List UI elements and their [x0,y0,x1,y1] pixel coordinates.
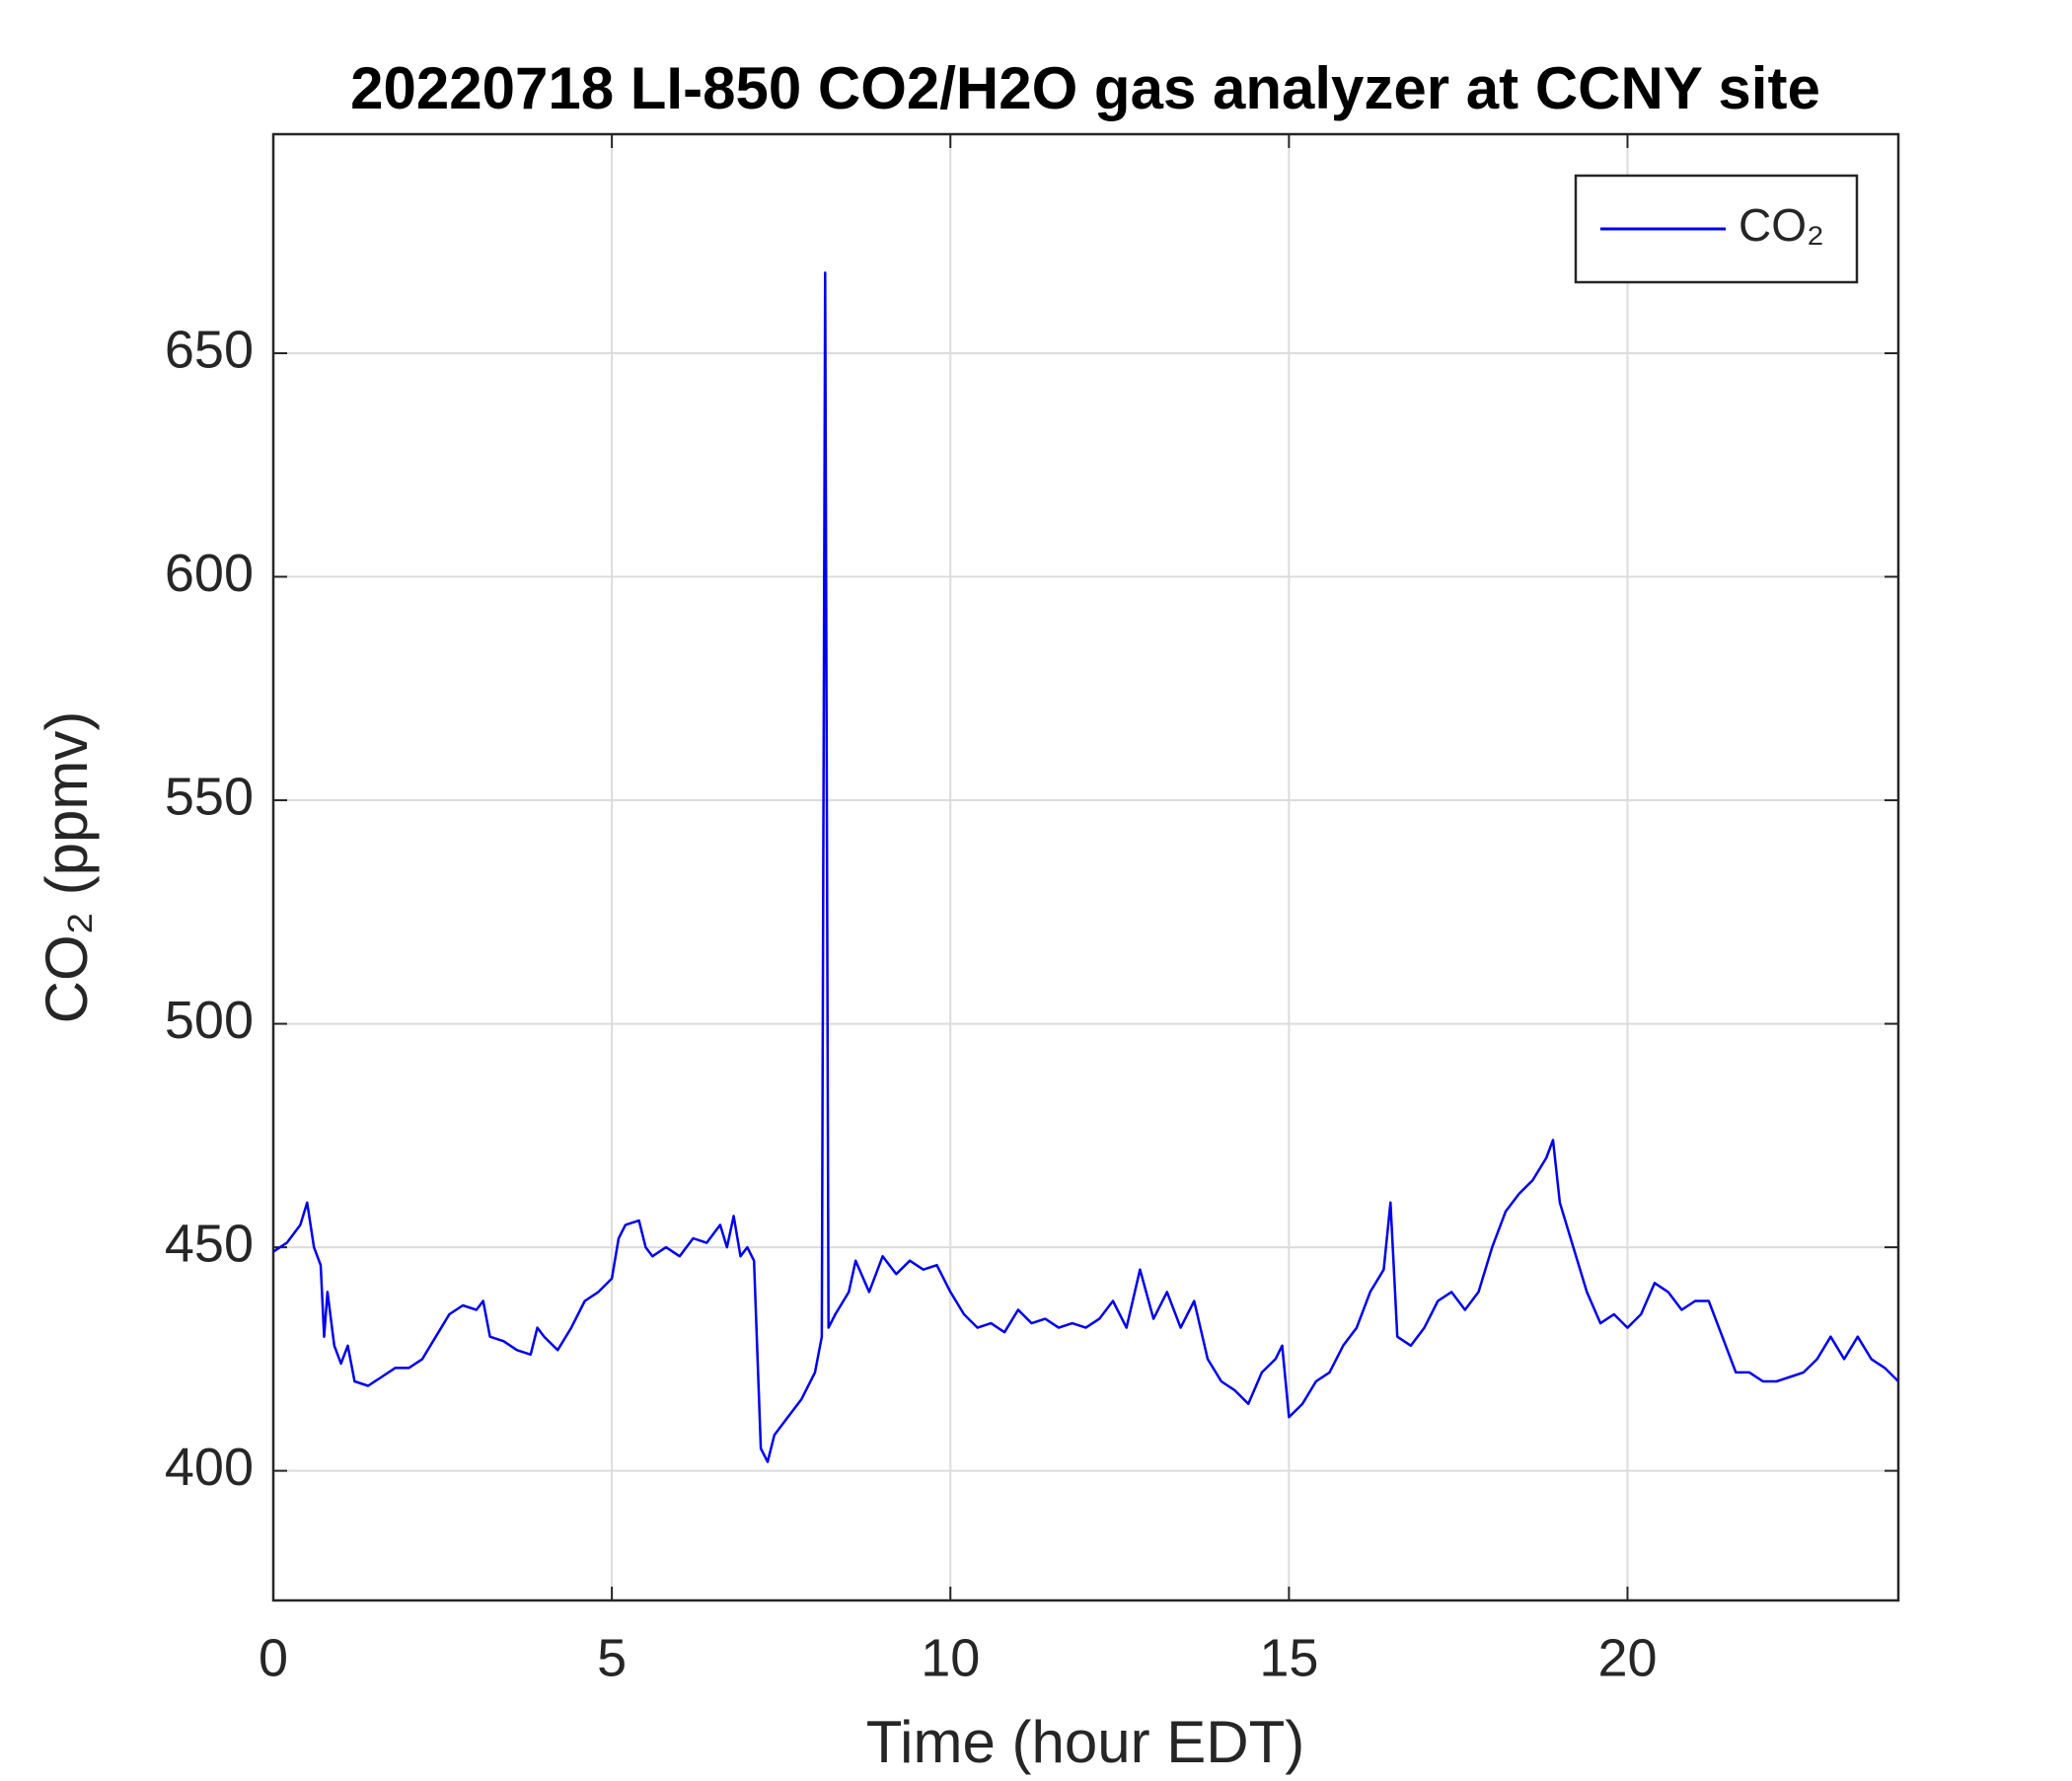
y-tick-label: 650 [165,320,254,379]
legend-label: CO₂ [1739,199,1824,251]
chart-title: 20220718 LI-850 CO2/H2O gas analyzer at … [350,55,1820,121]
y-tick-label: 600 [165,544,254,603]
y-tick-label: 500 [165,991,254,1050]
y-tick-label: 450 [165,1214,254,1273]
plot-frame [271,132,1900,1602]
y-axis-label: CO₂ (ppmv) [34,711,100,1024]
y-tick-label: 400 [165,1438,254,1497]
x-tick-label: 0 [259,1628,288,1687]
x-tick-label: 20 [1597,1628,1657,1687]
line-series [272,271,1899,1463]
y-tick-label: 550 [165,767,254,826]
x-tick-label: 10 [921,1628,980,1687]
x-axis-label: Time (hour EDT) [866,1709,1305,1775]
x-tick-label: 15 [1259,1628,1318,1687]
x-tick-label: 5 [597,1628,627,1687]
